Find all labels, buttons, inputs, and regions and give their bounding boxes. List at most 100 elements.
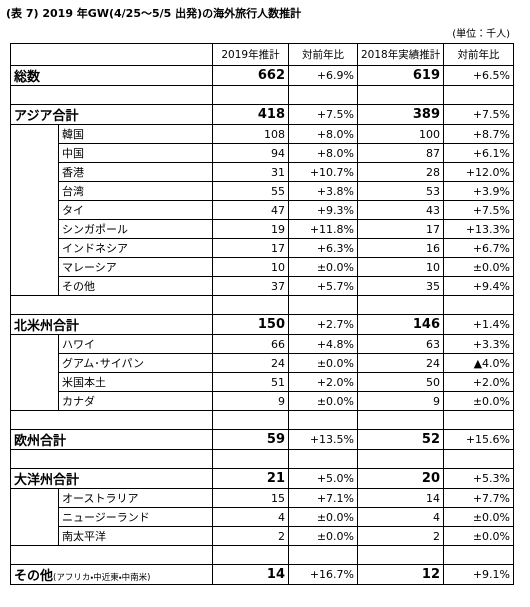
blank-cell — [288, 449, 358, 469]
blank-cell — [212, 410, 289, 430]
ratio-cell: +6.3% — [288, 238, 358, 258]
ratio-cell: +6.9% — [288, 65, 358, 86]
ratio-cell: ±0.0% — [288, 353, 358, 373]
ratio-cell: +7.1% — [288, 488, 358, 508]
ratio-cell: +6.1% — [443, 143, 514, 163]
table-row: 総数 662 +6.9% 619 +6.5% — [10, 65, 514, 86]
value-cell: 24 — [357, 353, 444, 373]
column-header: 対前年比 — [443, 43, 514, 66]
column-header: 2018年実績推計 — [357, 43, 444, 66]
ratio-cell: +3.3% — [443, 334, 514, 354]
item-label: 中国 — [58, 143, 213, 163]
unit: (単位：千人) — [452, 29, 510, 40]
value-cell: 94 — [212, 143, 289, 163]
value-cell: 63 — [357, 334, 444, 354]
ratio-cell: +5.0% — [288, 468, 358, 489]
value-cell: 66 — [212, 334, 289, 354]
value-cell: 17 — [357, 219, 444, 239]
value-cell: 12 — [357, 564, 444, 585]
blank-cell — [288, 545, 358, 565]
ratio-cell: ±0.0% — [443, 507, 514, 527]
item-label: カナダ — [58, 391, 213, 411]
title: (表 7) 2019 年GW(4/25～5/5 出発)の海外旅行人数推計 — [6, 7, 302, 20]
item-label: グアム･サイパン — [58, 353, 213, 373]
value-cell: 53 — [357, 181, 444, 201]
ratio-cell: +3.9% — [443, 181, 514, 201]
indent-cell — [10, 334, 59, 411]
ratio-cell: +4.8% — [288, 334, 358, 354]
value-cell: 28 — [357, 162, 444, 182]
table-row: 南太平洋 2 ±0.0% 2 ±0.0% — [11, 526, 514, 546]
ratio-cell: +1.4% — [443, 314, 514, 335]
ratio-cell: +8.0% — [288, 143, 358, 163]
blank-cell — [443, 449, 514, 469]
ratio-cell: +12.0% — [443, 162, 514, 182]
item-label: 香港 — [58, 162, 213, 182]
item-label: その他 — [58, 276, 213, 296]
table-row: ニュージーランド 4 ±0.0% 4 ±0.0% — [11, 507, 514, 527]
ratio-cell: +2.7% — [288, 314, 358, 335]
ratio-cell: ±0.0% — [288, 526, 358, 546]
value-cell: 21 — [212, 468, 289, 489]
ratio-cell: +7.5% — [443, 200, 514, 220]
table-row: タイ 47 +9.3% 43 +7.5% — [11, 200, 514, 220]
item-label: オーストラリア — [58, 488, 213, 508]
table-row: 2019年推計 対前年比 2018年実績推計 対前年比 — [10, 43, 514, 66]
item-label: マレーシア — [58, 257, 213, 277]
table-row: ハワイ 66 +4.8% 63 +3.3% — [10, 334, 514, 411]
value-cell: 24 — [212, 353, 289, 373]
ratio-cell: +8.7% — [443, 124, 514, 144]
blank-cell — [357, 449, 444, 469]
value-cell: 87 — [357, 143, 444, 163]
section-label: 北米州合計 — [10, 314, 213, 335]
row-label: 総数 — [10, 65, 213, 86]
value-cell: 55 — [212, 181, 289, 201]
indent-cell — [10, 488, 59, 546]
blank-cell — [288, 85, 358, 105]
ratio-cell: +8.0% — [288, 124, 358, 144]
value-cell: 389 — [357, 104, 444, 125]
ratio-cell: +2.0% — [288, 372, 358, 392]
blank-cell — [10, 545, 213, 565]
value-cell: 10 — [212, 257, 289, 277]
table-row: 欧州合計 59 +13.5% 52 +15.6% — [10, 429, 514, 450]
blank-cell — [443, 545, 514, 565]
value-cell: 16 — [357, 238, 444, 258]
ratio-cell: ±0.0% — [443, 391, 514, 411]
value-cell: 150 — [212, 314, 289, 335]
item-label: シンガポール — [58, 219, 213, 239]
row-label: その他(アフリカ・中近東・中南米) — [10, 564, 213, 585]
table-row: 米国本土 51 +2.0% 50 +2.0% — [11, 372, 514, 392]
value-cell: 35 — [357, 276, 444, 296]
table-row: インドネシア 17 +6.3% 16 +6.7% — [11, 238, 514, 258]
value-cell: 2 — [212, 526, 289, 546]
ratio-cell: +9.1% — [443, 564, 514, 585]
table: 2019年推計 対前年比 2018年実績推計 対前年比 総数 662 +6.9% 619 +6.… — [10, 43, 514, 585]
blank-cell — [443, 410, 514, 430]
value-cell: 50 — [357, 372, 444, 392]
table-row: 中国 94 +8.0% 87 +6.1% — [11, 143, 514, 163]
value-cell: 4 — [212, 507, 289, 527]
blank-cell — [10, 85, 213, 105]
value-cell: 47 — [212, 200, 289, 220]
value-cell: 43 — [357, 200, 444, 220]
other-name: その他 — [14, 569, 54, 584]
ratio-cell: +7.5% — [288, 104, 358, 125]
table-row: 大洋州合計 21 +5.0% 20 +5.3% — [10, 468, 514, 489]
value-cell: 20 — [357, 468, 444, 489]
ratio-cell: +13.3% — [443, 219, 514, 239]
table-row: 北米州合計 150 +2.7% 146 +1.4% — [10, 314, 514, 335]
blank-cell — [212, 449, 289, 469]
blank-cell — [357, 410, 444, 430]
ratio-cell: ±0.0% — [288, 257, 358, 277]
value-cell: 619 — [357, 65, 444, 86]
value-cell: 418 — [212, 104, 289, 125]
table-row: グアム･サイパン 24 ±0.0% 24 ▲4.0% — [11, 353, 514, 373]
blank-cell — [443, 85, 514, 105]
value-cell: 59 — [212, 429, 289, 450]
table-row: 台湾 55 +3.8% 53 +3.9% — [11, 181, 514, 201]
blank-cell — [357, 545, 444, 565]
table-body: 2019年推計 対前年比 2018年実績推計 対前年比 総数 662 +6.9% 619 +6.… — [10, 43, 514, 585]
blank-cell — [288, 410, 358, 430]
